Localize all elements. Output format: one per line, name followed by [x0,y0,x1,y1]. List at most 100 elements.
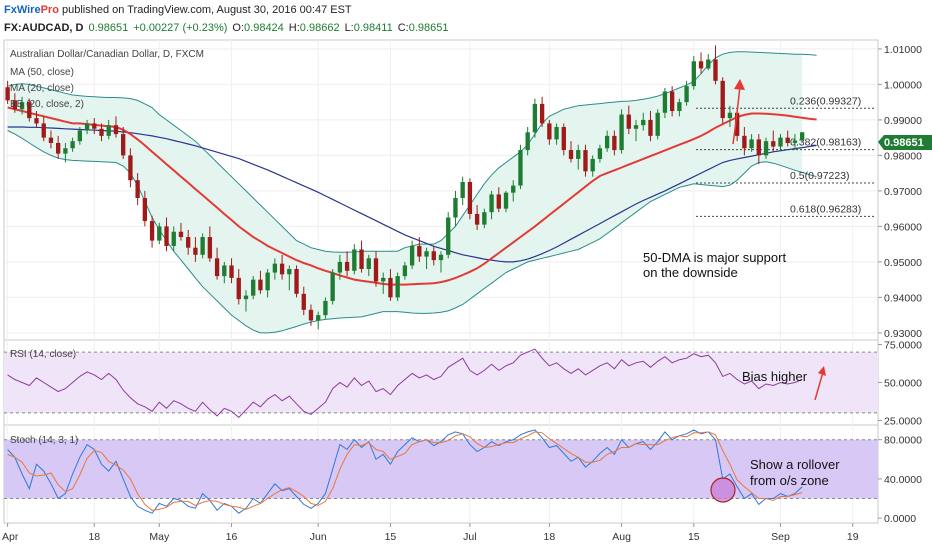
candle-body [525,132,530,151]
stoch-k-line [7,429,803,514]
candle [19,96,25,115]
annotation-support-line2: on the downside [643,265,738,280]
candle-body [207,237,213,259]
candle-body [323,300,328,316]
price-y-tick-label: 0.97000 [884,186,922,198]
candle [243,290,249,312]
candle [706,54,711,71]
candle-body [568,150,574,159]
candle [106,119,111,140]
candle-body [453,197,458,218]
candle-body [691,61,696,87]
rsi-band [4,352,878,413]
ma20-line [7,106,817,286]
candle-body [12,100,18,110]
candle-body [128,155,133,181]
open-label: O: [232,22,244,34]
candle [583,144,588,177]
brand-name-part1: FxWire [4,4,41,16]
candle-body [272,263,278,273]
candle-body [193,247,198,255]
candle [612,130,617,156]
candle-body [77,130,83,142]
candle [48,130,54,149]
candle-body [157,226,162,241]
candle-body [742,135,747,149]
fib-level-label: 0.5(0.97223) [790,170,850,182]
candle-body [316,315,321,321]
candle-body [749,139,754,149]
candle [366,254,371,277]
x-tick-label: Jul [463,531,476,543]
candle-body [518,150,523,186]
candle-body [381,277,386,282]
candle [381,272,386,294]
candle [323,297,328,319]
candle-body [19,102,25,110]
candle [251,276,256,300]
candle-body [720,80,725,119]
candle [142,190,148,227]
x-tick-label: Apr [2,531,19,543]
x-tick-label: Jun [310,531,327,543]
candle-body [366,258,371,269]
candle [308,304,314,326]
x-tick-label: 16 [226,531,238,543]
candle [532,98,538,138]
stoch-d-line [7,431,803,511]
close-label: C: [398,22,409,34]
candle-body [785,137,790,143]
candle-body [92,123,97,129]
candle [5,80,10,104]
candle-body [677,102,682,112]
candle [785,130,790,147]
candle-body [698,61,704,69]
candle [92,118,97,135]
candle-body [214,258,220,277]
candle [684,80,689,106]
candle-body [756,139,761,156]
candle-body [287,268,292,275]
candle-body [99,128,104,136]
price-y-tick-label: 0.94000 [884,292,922,304]
candle [482,208,487,229]
price-y-tick-label: 1.00000 [884,79,922,91]
candle-body [344,261,350,271]
candle-body [424,251,429,257]
candle-body [352,249,357,271]
legend-bb: BB (20, close, 2) [10,99,84,110]
candle [128,148,133,188]
open-value: 0.98424 [244,22,284,34]
candle [359,240,364,273]
candle [547,119,552,145]
stoch-y-tick-label: 0.0000 [884,513,916,525]
x-tick-label: May [149,531,170,543]
candle-body [48,137,54,143]
candle-body [301,293,306,310]
candle-body [34,118,39,124]
candle-body [56,142,61,154]
candle [63,142,68,163]
candle-body [633,125,639,129]
published-text: published on TradingView.com, August 30,… [59,4,352,16]
candle [799,131,805,141]
candle [453,190,458,227]
candle-body [561,126,566,151]
candle-body [474,213,480,225]
candle [525,126,530,156]
candle [742,126,747,156]
candle-body [243,295,249,300]
candle-body [583,150,588,172]
candle [373,251,379,287]
arrow-up-rsi [814,366,826,401]
candle [258,270,263,294]
candle [70,137,75,152]
candle-body [135,180,140,198]
stoch-band [4,439,878,499]
candle-body [417,245,422,257]
candle-body [251,279,256,296]
candle [388,268,393,301]
candle-body [612,135,617,151]
